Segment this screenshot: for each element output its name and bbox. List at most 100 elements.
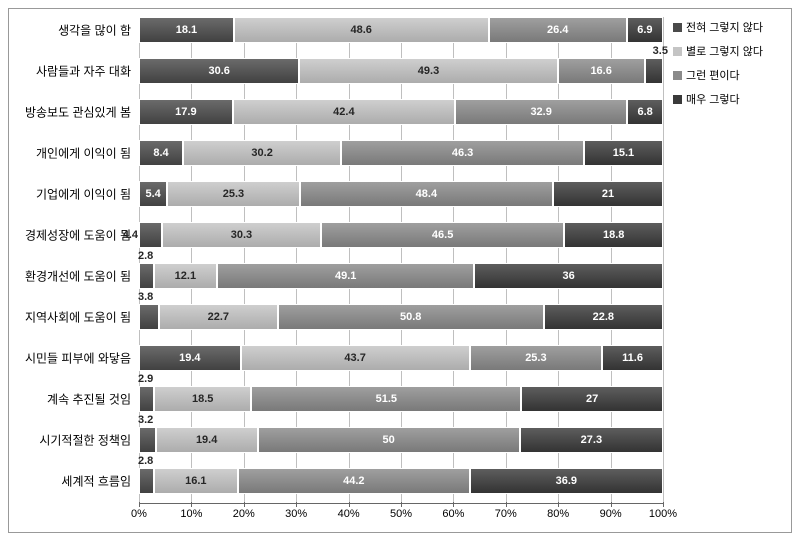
bar-segment: 5.4	[139, 181, 167, 207]
x-tick-mark	[663, 502, 664, 507]
legend-swatch	[673, 47, 682, 56]
bar-row-wrap: 생각을 많이 함18.148.626.46.9	[139, 17, 663, 43]
legend-swatch	[673, 23, 682, 32]
bar-segment: 18.5	[154, 386, 251, 412]
category-label: 개인에게 이익이 됨	[11, 145, 131, 162]
gridline	[663, 17, 664, 504]
bar-row: 30.649.316.63.5	[139, 58, 663, 84]
value-label: 11.6	[622, 352, 643, 364]
bar-segment: 48.6	[234, 17, 489, 43]
bar-segment: 46.3	[341, 140, 584, 166]
category-label: 기업에게 이익이 됨	[11, 186, 131, 203]
bar-row: 3.822.750.822.8	[139, 304, 663, 330]
bar-segment: 48.4	[300, 181, 553, 207]
category-label: 생각을 많이 함	[11, 22, 131, 39]
value-label: 30.3	[231, 229, 252, 241]
legend-label: 별로 그렇지 않다	[686, 43, 763, 59]
bar-segment: 36	[474, 263, 663, 289]
value-label: 46.5	[432, 229, 453, 241]
x-tick-mark	[611, 502, 612, 507]
value-label: 49.1	[335, 270, 356, 282]
bar-row-wrap: 지역사회에 도움이 됨3.822.750.822.8	[139, 304, 663, 330]
legend-item: 매우 그렇다	[673, 91, 787, 107]
value-label: 8.4	[153, 147, 168, 159]
x-axis: 0%10%20%30%40%50%60%70%80%90%100%	[139, 508, 663, 528]
value-label: 19.4	[179, 352, 200, 364]
bar-segment: 16.6	[558, 58, 645, 84]
bar-row-wrap: 사람들과 자주 대화30.649.316.63.5	[139, 58, 663, 84]
value-label: 15.1	[613, 147, 634, 159]
category-label: 시민들 피부에 와닿음	[11, 350, 131, 367]
value-label: 51.5	[376, 393, 397, 405]
bar-segment: 2.8	[139, 263, 154, 289]
bar-segment: 27	[521, 386, 663, 412]
x-tick-label: 40%	[338, 508, 360, 520]
bar-segment: 2.9	[139, 386, 154, 412]
category-label: 지역사회에 도움이 됨	[11, 309, 131, 326]
bar-segment: 30.2	[183, 140, 341, 166]
value-label: 22.7	[208, 311, 229, 323]
legend-swatch	[673, 71, 682, 80]
value-label: 36.9	[556, 475, 577, 487]
x-tick-mark	[453, 502, 454, 507]
x-tick-label: 50%	[390, 508, 412, 520]
bar-segment: 36.9	[470, 468, 663, 494]
bar-segment: 46.5	[321, 222, 565, 248]
category-label: 시기적절한 정책임	[11, 432, 131, 449]
bar-row: 17.942.432.96.8	[139, 99, 663, 125]
bar-segment: 12.1	[154, 263, 217, 289]
bar-segment: 44.2	[238, 468, 470, 494]
value-callout: 3.8	[138, 291, 153, 303]
x-tick-mark	[401, 502, 402, 507]
legend-swatch	[673, 95, 682, 104]
value-callout: 2.8	[138, 250, 153, 262]
value-label: 18.8	[603, 229, 624, 241]
bar-row: 8.4 30.2 46.3 15.1	[139, 140, 663, 166]
legend-label: 매우 그렇다	[686, 91, 740, 107]
bar-segment: 25.3	[470, 345, 603, 371]
value-label: 46.3	[452, 147, 473, 159]
x-tick-label: 80%	[547, 508, 569, 520]
bar-segment: 3.5	[645, 58, 663, 84]
category-label: 경제성장에 도움이 됨	[11, 227, 131, 244]
bar-segment: 15.1	[584, 140, 663, 166]
category-label: 방송보도 관심있게 봄	[11, 104, 131, 121]
category-label: 사람들과 자주 대화	[11, 63, 131, 80]
x-tick-mark	[558, 502, 559, 507]
bar-segment: 43.7	[241, 345, 470, 371]
bar-segment: 6.8	[627, 99, 663, 125]
bar-segment: 30.6	[139, 58, 299, 84]
bar-row: 18.148.626.46.9	[139, 17, 663, 43]
legend: 전혀 그렇지 않다별로 그렇지 않다그런 편이다매우 그렇다	[673, 9, 791, 532]
bar-segment: 25.3	[167, 181, 299, 207]
value-label: 48.6	[350, 24, 371, 36]
value-label: 48.4	[416, 188, 437, 200]
x-tick-label: 30%	[285, 508, 307, 520]
plot-area: 생각을 많이 함18.148.626.46.9사람들과 자주 대화30.649.…	[9, 9, 673, 532]
bar-row: 2.816.144.236.9	[139, 468, 663, 494]
value-label: 21	[602, 188, 614, 200]
x-tick-label: 60%	[442, 508, 464, 520]
value-callout: 3.5	[653, 45, 668, 57]
legend-item: 별로 그렇지 않다	[673, 43, 787, 59]
x-tick-mark	[506, 502, 507, 507]
value-label: 43.7	[344, 352, 365, 364]
value-label: 5.4	[145, 188, 160, 200]
bar-segment: 22.7	[159, 304, 278, 330]
bar-row: 2.812.1 49.1 36	[139, 263, 663, 289]
legend-label: 그런 편이다	[686, 67, 740, 83]
bar-segment: 16.1	[154, 468, 238, 494]
value-label: 44.2	[343, 475, 364, 487]
bar-segment: 19.4	[156, 427, 258, 453]
bar-row-wrap: 시민들 피부에 와닿음19.443.725.311.6	[139, 345, 663, 371]
bar-row-wrap: 환경개선에 도움이 됨2.812.149.136	[139, 263, 663, 289]
bar-row-wrap: 경제성장에 도움이 됨4.430.346.518.8	[139, 222, 663, 248]
value-label: 32.9	[530, 106, 551, 118]
bar-segment: 27.3	[520, 427, 663, 453]
bar-segment: 3.2	[139, 427, 156, 453]
value-label: 30.6	[208, 65, 229, 77]
bar-segment: 30.3	[162, 222, 321, 248]
value-label: 22.8	[593, 311, 614, 323]
value-label: 6.8	[638, 106, 653, 118]
x-tick-label: 100%	[649, 508, 677, 520]
